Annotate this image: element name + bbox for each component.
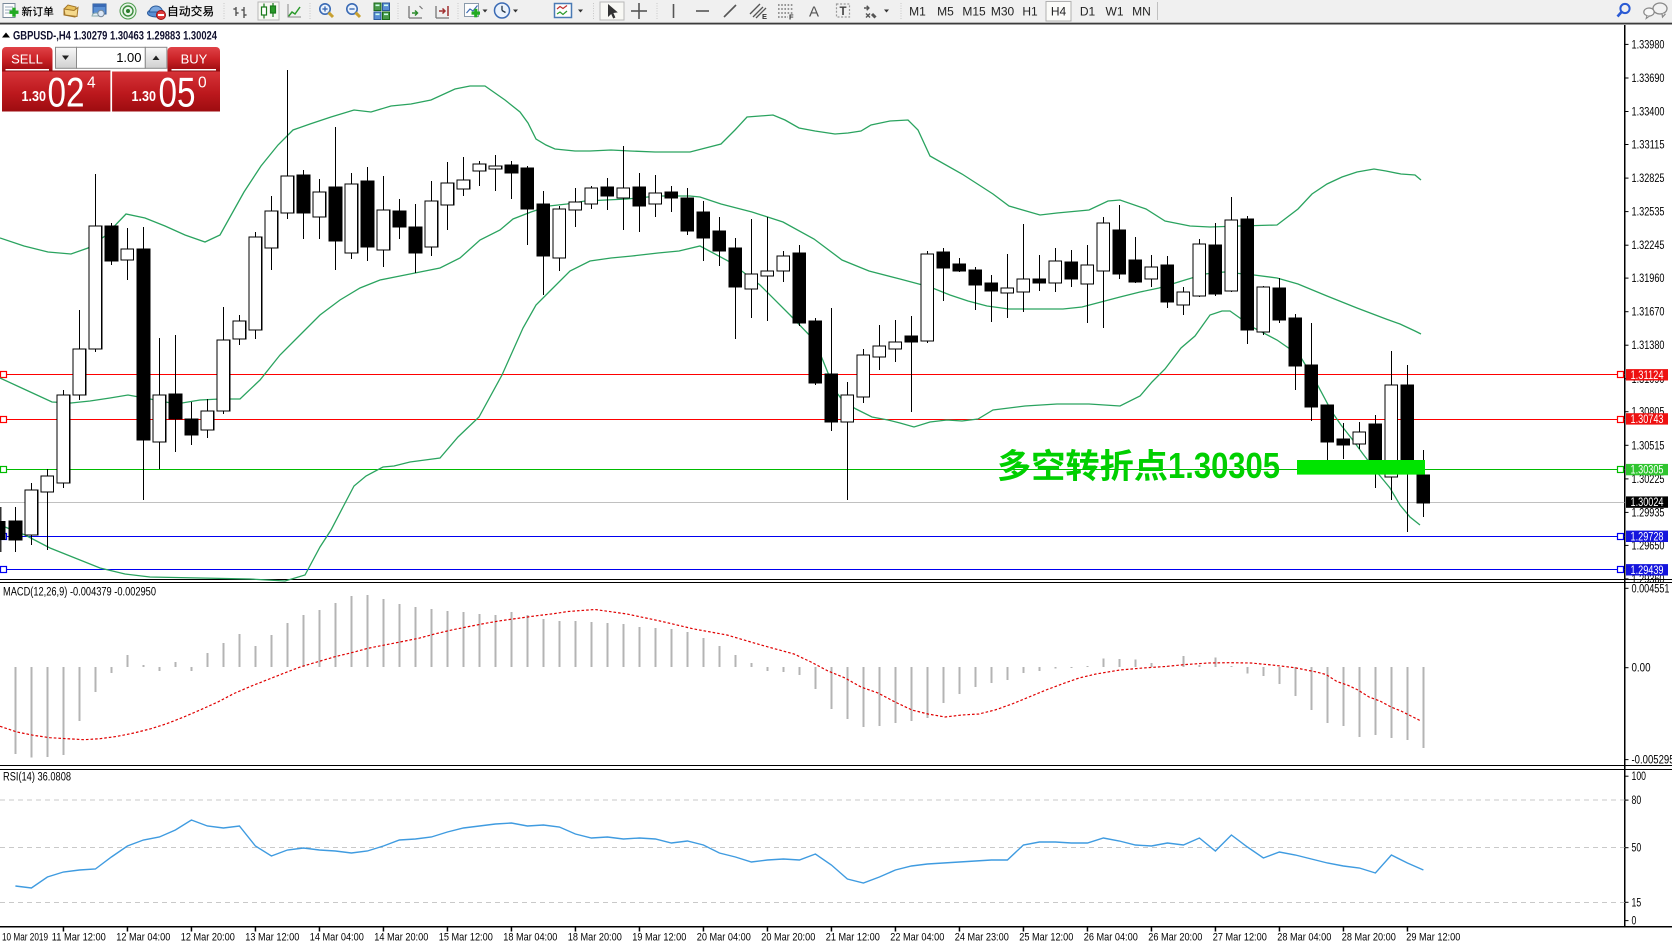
svg-text:18 Mar 20:00: 18 Mar 20:00 [568,932,622,944]
svg-text:0: 0 [1632,916,1637,928]
svg-text:1.32535: 1.32535 [1632,207,1665,219]
svg-text:W1: W1 [1106,5,1124,19]
svg-text:05: 05 [159,69,196,116]
svg-text:1.29650: 1.29650 [1632,540,1665,552]
svg-text:A: A [809,4,819,21]
svg-text:15 Mar 12:00: 15 Mar 12:00 [439,932,493,944]
svg-text:12 Mar 04:00: 12 Mar 04:00 [116,932,170,944]
svg-text:25 Mar 12:00: 25 Mar 12:00 [1019,932,1073,944]
svg-text:1.30305: 1.30305 [1168,445,1280,486]
svg-text:26 Mar 20:00: 26 Mar 20:00 [1148,932,1202,944]
svg-text:24 Mar 23:00: 24 Mar 23:00 [955,932,1009,944]
svg-text:1.32825: 1.32825 [1632,173,1665,185]
svg-text:1.33980: 1.33980 [1632,39,1665,51]
svg-text:19 Mar 12:00: 19 Mar 12:00 [632,932,686,944]
svg-text:GBPUSD-,H4 1.30279 1.30463 1.: GBPUSD-,H4 1.30279 1.30463 1.29883 1.300… [13,31,217,43]
svg-text:15: 15 [1632,897,1642,909]
svg-text:100: 100 [1632,771,1647,783]
svg-text:1.33400: 1.33400 [1632,107,1665,119]
svg-text:18 Mar 04:00: 18 Mar 04:00 [503,932,557,944]
svg-text:28 Mar 04:00: 28 Mar 04:00 [1277,932,1331,944]
svg-text:27 Mar 12:00: 27 Mar 12:00 [1213,932,1267,944]
svg-text:1.30305: 1.30305 [1631,465,1664,477]
svg-text:14 Mar 20:00: 14 Mar 20:00 [374,932,428,944]
svg-text:MACD(12,26,9) -0.004379 -0.002: MACD(12,26,9) -0.004379 -0.002950 [3,587,156,599]
svg-text:1.30743: 1.30743 [1631,414,1664,426]
svg-text:80: 80 [1632,795,1642,807]
svg-text:M1: M1 [909,5,926,19]
svg-text:10 Mar 2019: 10 Mar 2019 [2,932,48,944]
svg-text:E: E [762,12,767,21]
svg-text:1.29439: 1.29439 [1631,565,1664,577]
svg-text:1.29935: 1.29935 [1632,507,1665,519]
svg-text:0.00: 0.00 [1632,663,1651,675]
svg-text:1.30225: 1.30225 [1632,474,1665,486]
svg-text:1.30: 1.30 [22,88,47,105]
svg-text:1.30515: 1.30515 [1632,440,1665,452]
svg-text:12 Mar 20:00: 12 Mar 20:00 [181,932,235,944]
svg-text:1.33115: 1.33115 [1632,140,1665,152]
svg-text:1.00: 1.00 [116,50,141,65]
svg-text:02: 02 [48,69,85,116]
svg-text:1.33690: 1.33690 [1632,73,1665,85]
svg-text:20 Mar 04:00: 20 Mar 04:00 [697,932,751,944]
svg-text:0: 0 [198,75,207,92]
svg-text:SELL: SELL [11,52,43,67]
svg-text:H4: H4 [1051,5,1067,19]
svg-text:4: 4 [87,75,96,92]
svg-text:1.31124: 1.31124 [1631,370,1664,382]
svg-text:14 Mar 04:00: 14 Mar 04:00 [310,932,364,944]
svg-text:M5: M5 [937,5,954,19]
svg-text:RSI(14) 36.0808: RSI(14) 36.0808 [3,772,71,784]
svg-text:M15: M15 [962,5,986,19]
svg-text:1.30024: 1.30024 [1631,497,1664,509]
svg-text:26 Mar 04:00: 26 Mar 04:00 [1084,932,1138,944]
svg-text:20 Mar 20:00: 20 Mar 20:00 [761,932,815,944]
svg-text:1.30: 1.30 [132,88,157,105]
svg-text:1.29728: 1.29728 [1631,531,1664,543]
svg-text:11 Mar 12:00: 11 Mar 12:00 [52,932,106,944]
svg-text:1.29360: 1.29360 [1632,574,1665,586]
svg-text:1.31380: 1.31380 [1632,340,1665,352]
svg-text:21 Mar 12:00: 21 Mar 12:00 [826,932,880,944]
svg-text:MN: MN [1132,5,1151,19]
svg-text:1.31670: 1.31670 [1632,307,1665,319]
svg-text:D1: D1 [1080,5,1096,19]
svg-text:F: F [789,13,794,22]
svg-text:1.32245: 1.32245 [1632,240,1665,252]
svg-text:1.31960: 1.31960 [1632,273,1665,285]
svg-text:BUY: BUY [181,52,208,67]
svg-text:28 Mar 20:00: 28 Mar 20:00 [1342,932,1396,944]
svg-text:29 Mar 12:00: 29 Mar 12:00 [1406,932,1460,944]
svg-text:-0.005295: -0.005295 [1632,755,1672,767]
svg-text:50: 50 [1632,843,1642,855]
svg-text:22 Mar 04:00: 22 Mar 04:00 [890,932,944,944]
svg-text:H1: H1 [1022,5,1038,19]
svg-text:T: T [840,6,847,18]
svg-text:M30: M30 [991,5,1015,19]
svg-text:0.004551: 0.004551 [1632,583,1670,595]
svg-text:13 Mar 12:00: 13 Mar 12:00 [245,932,299,944]
